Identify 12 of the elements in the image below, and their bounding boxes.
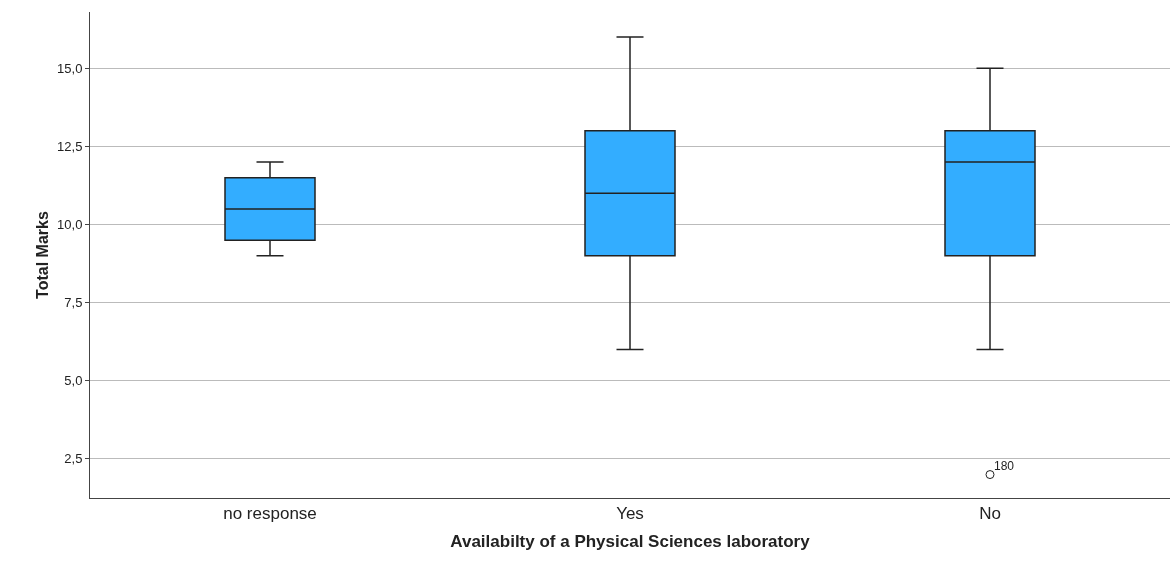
- x-tick-label: No: [979, 504, 1001, 524]
- x-tick-label: Yes: [616, 504, 644, 524]
- y-tick-label: 15,0: [57, 60, 83, 76]
- x-tick-label: no response: [223, 504, 317, 524]
- x-axis-title: Availabilty of a Physical Sciences laboratory: [450, 531, 811, 551]
- y-tick-label: 2,5: [64, 451, 83, 467]
- y-tick-label: 10,0: [57, 217, 83, 233]
- y-tick-label: 5,0: [64, 373, 83, 389]
- y-tick-label: 7,5: [64, 295, 83, 311]
- y-tick-label: 12,5: [57, 138, 83, 154]
- annotation: 180: [994, 459, 1015, 473]
- y-axis-title: Total Marks: [34, 211, 51, 299]
